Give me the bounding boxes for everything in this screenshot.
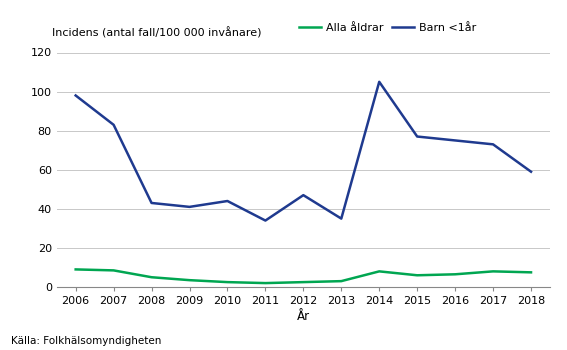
Barn <1år	[262, 218, 269, 223]
Alla åldrar	[528, 270, 535, 274]
Alla åldrar	[110, 268, 117, 273]
X-axis label: År: År	[297, 310, 310, 323]
Barn <1år	[72, 93, 79, 98]
Line: Alla åldrar: Alla åldrar	[75, 270, 531, 283]
Text: Källa: Folkhälsomyndigheten: Källa: Folkhälsomyndigheten	[11, 336, 162, 346]
Alla åldrar	[414, 273, 421, 277]
Alla åldrar	[224, 280, 231, 284]
Barn <1år	[300, 193, 307, 197]
Barn <1år	[490, 142, 497, 146]
Barn <1år	[148, 201, 155, 205]
Barn <1år	[452, 138, 459, 142]
Legend: Alla åldrar, Barn <1år: Alla åldrar, Barn <1år	[299, 23, 476, 33]
Barn <1år	[528, 170, 535, 174]
Alla åldrar	[262, 281, 269, 285]
Barn <1år	[338, 217, 345, 221]
Barn <1år	[110, 123, 117, 127]
Text: Incidens (antal fall/100 000 invånare): Incidens (antal fall/100 000 invånare)	[52, 27, 261, 38]
Alla åldrar	[300, 280, 307, 284]
Line: Barn <1år: Barn <1år	[75, 82, 531, 220]
Barn <1år	[414, 134, 421, 139]
Alla åldrar	[72, 267, 79, 272]
Alla åldrar	[452, 272, 459, 276]
Alla åldrar	[490, 269, 497, 273]
Alla åldrar	[338, 279, 345, 283]
Barn <1år	[376, 80, 383, 84]
Barn <1år	[224, 199, 231, 203]
Alla åldrar	[376, 269, 383, 273]
Barn <1år	[186, 205, 193, 209]
Alla åldrar	[148, 275, 155, 279]
Alla åldrar	[186, 278, 193, 282]
